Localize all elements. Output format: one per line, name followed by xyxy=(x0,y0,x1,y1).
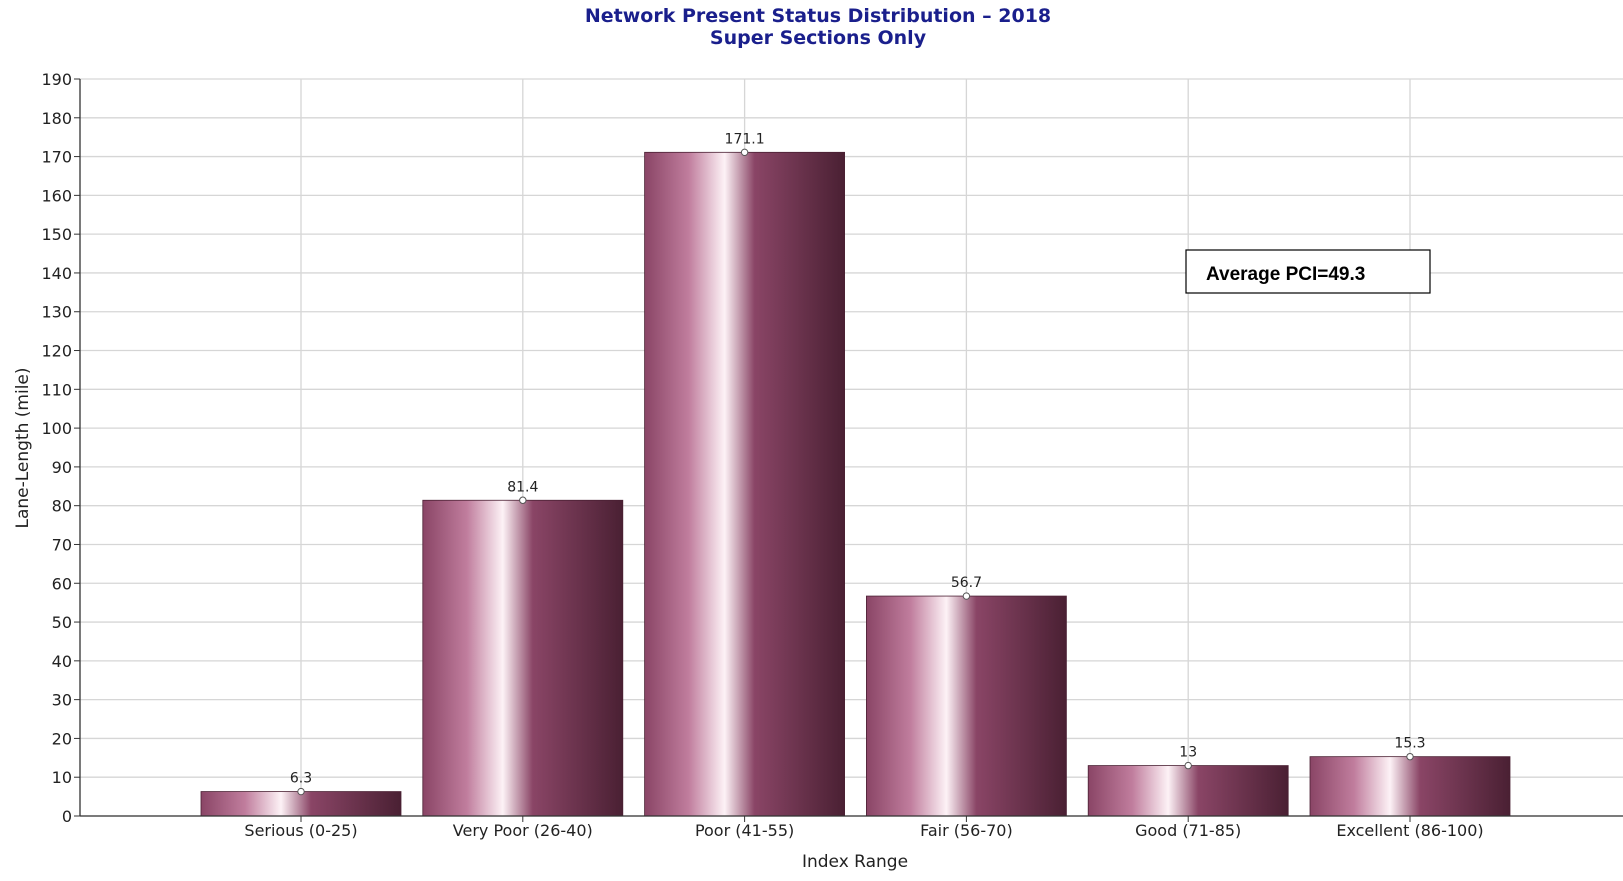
data-label: 15.3 xyxy=(1394,736,1425,752)
y-tick-label: 130 xyxy=(41,303,72,322)
bars: 6.3 81.4 171.1 56.7 13 15.3 xyxy=(200,131,1511,817)
y-tick-label: 40 xyxy=(52,652,72,671)
y-tick-label: 60 xyxy=(52,574,72,593)
x-tick-label: Fair (56-70) xyxy=(920,821,1013,840)
data-label: 56.7 xyxy=(951,575,982,591)
data-label: 13 xyxy=(1179,745,1197,761)
y-tick-label: 180 xyxy=(41,109,72,128)
data-point-marker xyxy=(962,592,971,600)
bar xyxy=(1087,765,1289,817)
x-tick-label: Poor (41-55) xyxy=(695,821,794,840)
y-tick-label: 110 xyxy=(41,380,72,399)
y-tick-label: 140 xyxy=(41,264,72,283)
y-tick-label: 190 xyxy=(41,70,72,89)
x-tick-label: Good (71-85) xyxy=(1135,821,1241,840)
x-axis-title: Index Range xyxy=(802,852,908,872)
bar xyxy=(644,151,845,817)
data-label: 171.1 xyxy=(725,131,765,147)
gridlines xyxy=(80,78,1623,817)
bar xyxy=(1309,756,1511,817)
bar xyxy=(200,791,402,817)
x-tick-label: Very Poor (26-40) xyxy=(453,821,593,840)
data-point-marker xyxy=(519,496,527,504)
x-tick-label: Serious (0-25) xyxy=(244,821,357,840)
data-point-marker xyxy=(1406,752,1414,761)
y-tick-label: 20 xyxy=(52,729,72,748)
y-tick-label: 100 xyxy=(41,419,72,438)
y-tick-label: 90 xyxy=(52,458,72,477)
y-tick-label: 10 xyxy=(52,768,72,787)
y-tick-label: 80 xyxy=(52,497,72,516)
y-tick-label: 70 xyxy=(52,535,72,554)
chart-subtitle: Super Sections Only xyxy=(710,27,927,49)
bar xyxy=(422,499,624,817)
y-tick-label: 150 xyxy=(41,225,72,244)
data-label: 81.4 xyxy=(507,479,538,495)
average-pci-label: Average PCI=49.3 xyxy=(1206,264,1365,285)
y-tick-label: 160 xyxy=(41,186,72,205)
x-axis-ticks: Serious (0-25) Very Poor (26-40) Poor (41-… xyxy=(244,816,1484,840)
data-label: 6.3 xyxy=(290,771,312,787)
y-tick-label: 50 xyxy=(52,613,72,632)
data-point-marker xyxy=(740,148,749,157)
y-tick-label: 30 xyxy=(52,691,72,710)
x-tick-label: Excellent (86-100) xyxy=(1336,821,1483,840)
data-point-marker xyxy=(297,787,305,796)
y-tick-label: 120 xyxy=(41,342,72,361)
chart-title: Network Present Status Distribution – 20… xyxy=(585,5,1051,27)
data-point-marker xyxy=(1184,761,1192,770)
bar xyxy=(866,595,1067,817)
y-axis-title: Lane-Length (mile) xyxy=(13,367,33,528)
y-tick-label: 0 xyxy=(62,807,72,826)
y-tick-label: 170 xyxy=(41,148,72,167)
y-axis-ticks: 0 10 20 30 40 50 60 70 80 90 100 110 120 130 140 150 160… xyxy=(41,70,80,826)
average-pci-box xyxy=(1185,249,1431,294)
